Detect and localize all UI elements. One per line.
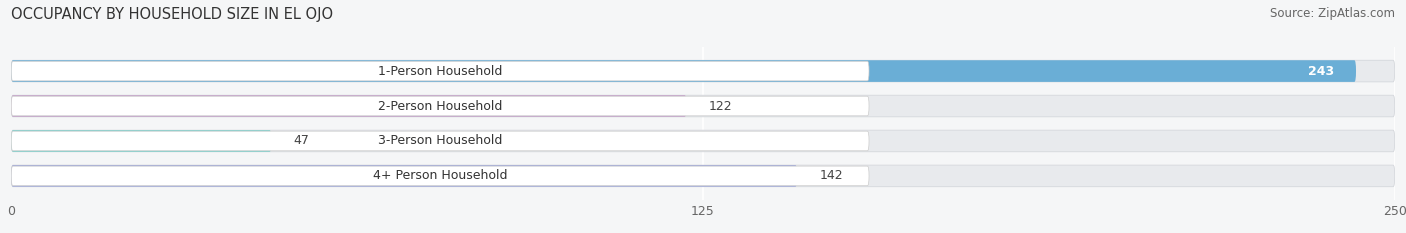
FancyBboxPatch shape xyxy=(11,60,1395,82)
Text: 2-Person Household: 2-Person Household xyxy=(378,99,502,113)
Text: OCCUPANCY BY HOUSEHOLD SIZE IN EL OJO: OCCUPANCY BY HOUSEHOLD SIZE IN EL OJO xyxy=(11,7,333,22)
FancyBboxPatch shape xyxy=(11,165,1395,187)
Text: 47: 47 xyxy=(294,134,309,147)
FancyBboxPatch shape xyxy=(11,96,869,116)
Text: 122: 122 xyxy=(709,99,733,113)
Text: Source: ZipAtlas.com: Source: ZipAtlas.com xyxy=(1270,7,1395,20)
FancyBboxPatch shape xyxy=(11,60,1355,82)
FancyBboxPatch shape xyxy=(11,166,869,186)
FancyBboxPatch shape xyxy=(11,131,869,151)
Text: 4+ Person Household: 4+ Person Household xyxy=(373,169,508,182)
FancyBboxPatch shape xyxy=(11,61,869,81)
FancyBboxPatch shape xyxy=(11,95,1395,117)
FancyBboxPatch shape xyxy=(11,95,686,117)
FancyBboxPatch shape xyxy=(11,165,797,187)
FancyBboxPatch shape xyxy=(11,130,271,152)
Text: 142: 142 xyxy=(820,169,842,182)
Text: 3-Person Household: 3-Person Household xyxy=(378,134,502,147)
FancyBboxPatch shape xyxy=(11,130,1395,152)
Text: 1-Person Household: 1-Person Household xyxy=(378,65,502,78)
Text: 243: 243 xyxy=(1308,65,1334,78)
